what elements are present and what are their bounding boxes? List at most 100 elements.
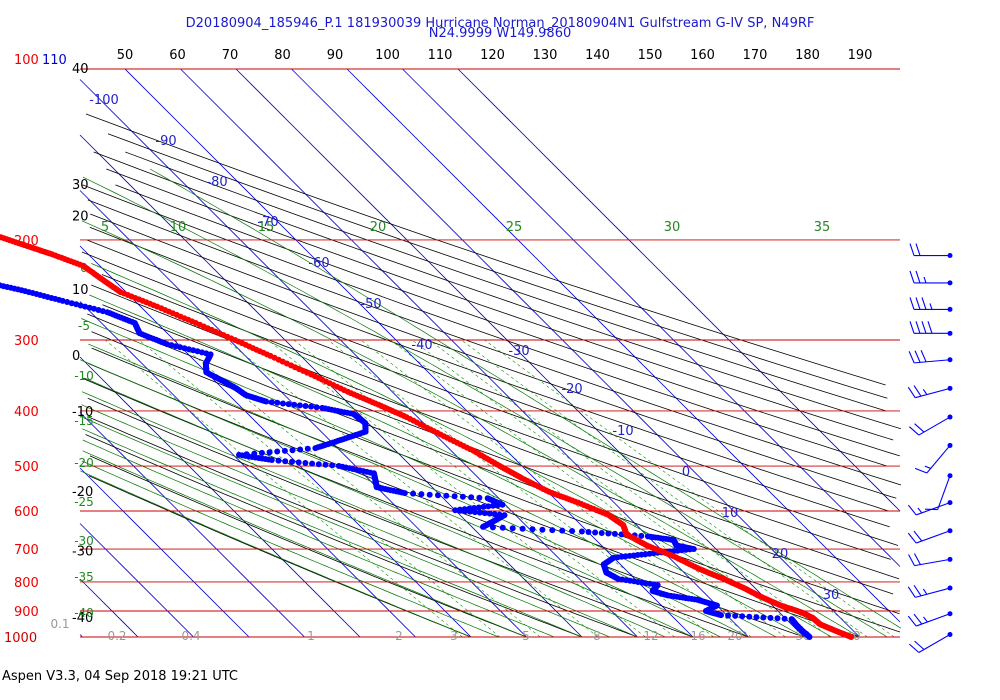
height-label: 30	[72, 178, 89, 193]
isotherm-label: 0	[682, 465, 690, 480]
dewpoint-point	[309, 460, 316, 467]
moist-adiabat-line	[80, 470, 472, 638]
mixing-ratio-line	[105, 339, 463, 638]
dewpoint-point	[480, 503, 487, 510]
dewpoint-point	[0, 282, 3, 289]
dewpoint-point	[476, 494, 483, 501]
pressure-label: 1000	[4, 631, 37, 646]
left-green-label: -30	[74, 534, 94, 548]
dewpoint-point	[638, 532, 645, 539]
dewpoint-point	[496, 511, 503, 518]
dewpoint-profile	[0, 282, 813, 640]
moist-adiabat-lines	[79, 168, 901, 638]
dewpoint-point	[282, 458, 289, 465]
dewpoint-point	[291, 401, 298, 408]
isotherm-label: -80	[206, 175, 227, 190]
isotherm-line	[79, 301, 416, 638]
dry-adiabat-line	[90, 213, 897, 499]
moist-adiabat-label: 35	[814, 220, 831, 235]
isotherm-label: 30	[823, 588, 840, 603]
wind-barb-half-feather	[922, 588, 928, 595]
height-label: -30	[72, 544, 93, 559]
wind-barb-feather	[913, 553, 921, 565]
isotherm-line	[346, 68, 901, 623]
mixing-ratio-lines	[105, 339, 895, 638]
wind-barb-half-feather	[922, 389, 928, 395]
dewpoint-point	[468, 494, 475, 501]
isotherm-label: -10	[612, 424, 633, 439]
dewpoint-point	[274, 448, 281, 455]
isotherm-line	[79, 523, 194, 638]
dewpoint-point	[251, 450, 258, 457]
moist-adiabat-line	[82, 428, 583, 638]
dewpoint-point	[644, 533, 651, 540]
height-label: 10	[72, 283, 89, 298]
mixing-ratio-label: 2	[395, 629, 403, 643]
isotherm-line	[291, 68, 860, 638]
isotherm-line	[79, 467, 250, 638]
dewpoint-point	[451, 493, 458, 500]
dewpoint-point	[64, 299, 71, 305]
top-temperature-tick: 120	[480, 48, 505, 63]
dewpoint-point	[774, 615, 781, 622]
isotherm-label: -20	[561, 382, 582, 397]
mixing-ratio-line	[484, 339, 895, 638]
wind-barb	[925, 473, 953, 511]
moist-adiabat-line	[81, 391, 666, 638]
wind-barb-feather	[914, 467, 928, 474]
dewpoint-point	[319, 404, 326, 411]
wind-barb-feather	[913, 385, 922, 397]
isotherm-label: -40	[411, 338, 432, 353]
top-temperature-tick: 50	[117, 48, 134, 63]
top-temperature-tick: 160	[690, 48, 715, 63]
dewpoint-point	[335, 463, 342, 469]
mixing-ratio-line	[138, 339, 501, 638]
top-temperature-tick: 150	[638, 48, 663, 63]
dewpoint-point	[302, 460, 309, 466]
axis-labels: 1002003004005006007008009001000110403020…	[4, 48, 872, 646]
dry-adiabat-line	[82, 184, 887, 467]
pressure-label: 400	[14, 405, 39, 420]
wind-barb-feather	[909, 243, 915, 256]
mixing-ratio-line	[411, 339, 811, 638]
wind-barb-staff	[926, 445, 951, 474]
dewpoint-point	[781, 615, 788, 622]
isotherm-label: -90	[155, 134, 176, 149]
isotherm-line	[79, 578, 139, 638]
dewpoint-point	[452, 507, 459, 514]
left-green-label: -40	[74, 606, 94, 620]
wind-barb-feather	[907, 532, 917, 544]
moist-adiabat-label: 30	[664, 220, 681, 235]
dewpoint-point	[578, 528, 585, 535]
dewpoint-point	[605, 530, 612, 537]
moist-adiabat-line	[81, 416, 610, 638]
dewpoint-point	[746, 613, 753, 620]
isotherm-label: -100	[89, 93, 119, 108]
dewpoint-point	[295, 459, 302, 466]
wind-barb	[909, 297, 953, 312]
pressure-label: 500	[14, 460, 39, 475]
dry-adiabat-line	[93, 151, 902, 430]
wind-barb	[909, 243, 953, 259]
dry-adiabat-line	[115, 184, 900, 457]
dewpoint-point	[304, 445, 311, 452]
dry-adiabat-line	[87, 199, 902, 486]
wind-barb	[907, 611, 953, 627]
dewpoint-point	[280, 400, 286, 407]
dewpoint-point	[266, 449, 273, 456]
dewpoint-point	[82, 303, 89, 310]
dewpoint-point	[313, 404, 320, 411]
dry-adiabat-line	[89, 455, 527, 638]
left-green-label: -10	[74, 369, 94, 383]
left-green-label: -25	[74, 495, 94, 509]
dewpoint-point	[289, 458, 295, 465]
wind-barb-staff	[937, 475, 951, 510]
dewpoint-point	[443, 492, 450, 499]
dewpoint-point	[549, 527, 556, 534]
isotherm-label: -60	[308, 256, 329, 271]
mixing-ratio-line	[293, 339, 675, 638]
moist-adiabat-line	[84, 377, 694, 638]
dewpoint-point	[296, 402, 303, 409]
dewpoint-point	[475, 504, 482, 511]
wind-barb-half-feather	[924, 465, 931, 469]
